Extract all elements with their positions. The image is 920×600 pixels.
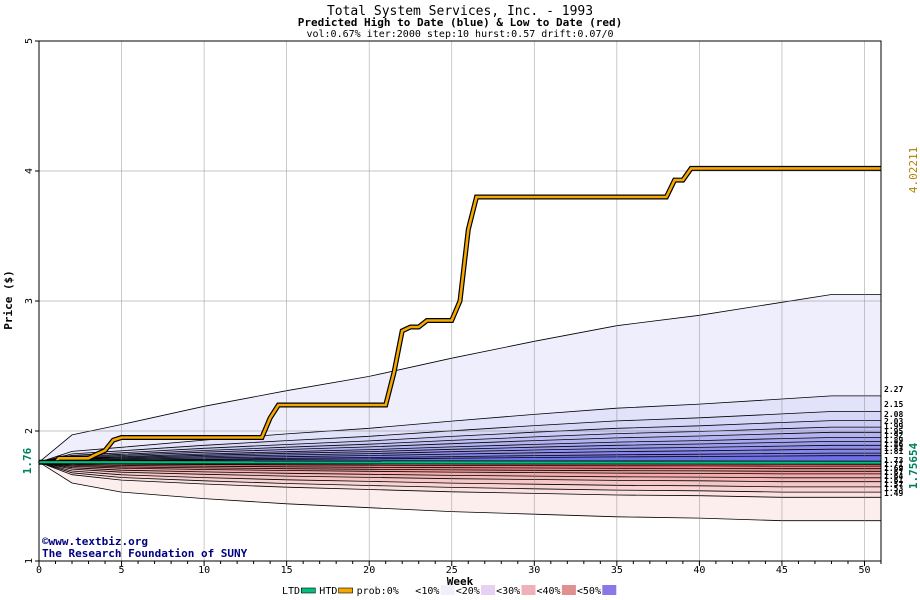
chart-title: Total System Services, Inc. - 1993 — [327, 4, 593, 19]
htd-line — [39, 167, 881, 464]
probability-bands — [37, 294, 882, 522]
y-tick-label-1: 1 — [24, 558, 35, 564]
low-end-label-3: 1.67 — [884, 468, 903, 477]
y-axis-label: Price ($) — [2, 270, 15, 330]
legend-swatch-1 — [338, 587, 353, 594]
x-tick-label-50: 50 — [858, 565, 870, 576]
x-tick-label-35: 35 — [611, 565, 623, 576]
low-end-label-5: 1.61 — [884, 476, 903, 485]
low-end-label-4: 1.64 — [884, 472, 903, 481]
x-axis-label: Week — [447, 575, 474, 588]
legend-swatch-3 — [440, 585, 455, 595]
legend-swatch-5 — [521, 585, 536, 595]
series-lines — [38, 165, 882, 465]
legend-swatch-4 — [481, 585, 496, 595]
high-end-label-2: 2.08 — [884, 410, 903, 419]
high-end-label-6: 1.92 — [884, 431, 903, 440]
chart-subtitle: Predicted High to Date (blue) & Low to D… — [298, 16, 623, 29]
x-tick-label-0: 0 — [36, 565, 42, 576]
legend-label-2: prob:0% — [357, 586, 399, 597]
high-end-label-8: 1.86 — [884, 440, 903, 449]
credit-website: ©www.textbiz.org — [42, 535, 148, 548]
start-price-label: 1.76 — [21, 447, 34, 474]
legend-label-4: <20% — [456, 586, 480, 597]
legend-label-7: <50% — [577, 586, 601, 597]
legend-label-1: HTD — [319, 586, 337, 597]
low-end-label-6: 1.57 — [884, 480, 903, 489]
legend-label-5: <30% — [496, 586, 520, 597]
x-tick-label-10: 10 — [198, 565, 210, 576]
y-tick-label-5: 5 — [24, 38, 35, 44]
high-end-label-7: 1.89 — [884, 436, 903, 445]
legend-swatch-6 — [561, 585, 576, 595]
chart-legend: LTD HTD prob:0% <10% <20% <30% <40% <50% — [282, 585, 617, 597]
high-end-label-3: 2.03 — [884, 417, 903, 426]
legend-label-3: <10% — [415, 586, 439, 597]
low-end-label-7: 1.53 — [884, 484, 903, 493]
x-tick-label-15: 15 — [281, 565, 293, 576]
chart-params: vol:0.67% iter:2000 step:10 hurst:0.57 d… — [306, 29, 613, 40]
high-end-label-10: 1.81 — [884, 447, 903, 456]
high-end-label-0: 2.27 — [884, 385, 903, 394]
legend-label-0: LTD — [282, 586, 300, 597]
low-end-label-8: 1.49 — [884, 489, 903, 498]
x-tick-label-40: 40 — [693, 565, 705, 576]
y-tick-label-2: 2 — [24, 428, 35, 434]
low-end-label-0: 1.73 — [884, 456, 903, 465]
ltd-line — [38, 461, 882, 464]
low-end-label-1: 1.71 — [884, 460, 903, 469]
htd-final-label: 4.02211 — [907, 147, 920, 193]
band-end-labels: 2.27 2.152.082.031.991.951.921.891.861.83… — [884, 385, 903, 498]
legend-swatch-0 — [300, 587, 316, 594]
x-tick-label-5: 5 — [119, 565, 125, 576]
x-tick-label-25: 25 — [446, 565, 458, 576]
ltd-final-label: 1.75654 — [907, 442, 920, 489]
legend-swatch-2 — [400, 585, 415, 595]
x-tick-label-45: 45 — [776, 565, 788, 576]
high-end-label-4: 1.99 — [884, 422, 903, 431]
high-end-label-9: 1.83 — [884, 444, 903, 453]
x-tick-label-30: 30 — [528, 565, 540, 576]
low-end-label-2: 1.69 — [884, 464, 903, 473]
x-tick-label-20: 20 — [363, 565, 375, 576]
y-tick-label-4: 4 — [24, 168, 35, 174]
credit-foundation: The Research Foundation of SUNY — [42, 547, 248, 560]
high-end-label-5: 1.95 — [884, 427, 903, 436]
legend-label-6: <40% — [537, 586, 561, 597]
high-end-label-1: 2.15 — [884, 400, 903, 409]
legend-swatch-7 — [602, 585, 617, 595]
y-tick-label-3: 3 — [24, 298, 35, 304]
